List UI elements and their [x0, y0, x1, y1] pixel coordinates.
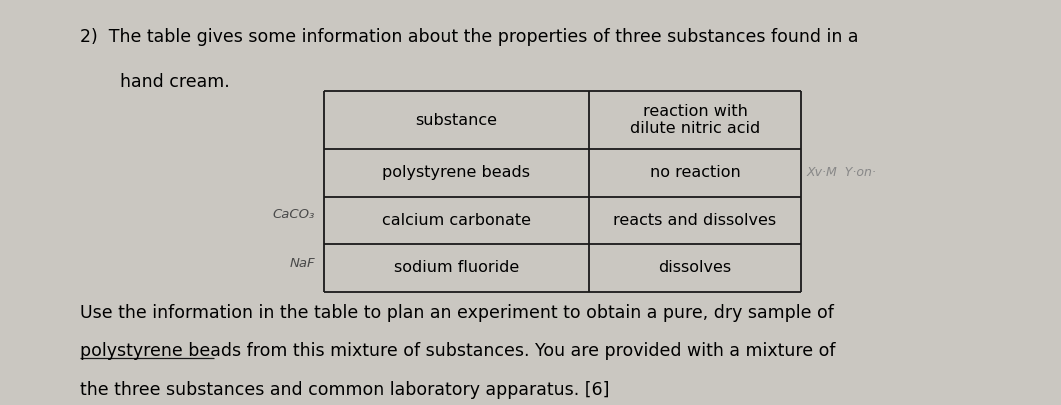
- Text: the three substances and common laboratory apparatus. [6]: the three substances and common laborato…: [80, 381, 609, 399]
- Text: Use the information in the table to plan an experiment to obtain a pure, dry sam: Use the information in the table to plan…: [80, 304, 834, 322]
- Text: calcium carbonate: calcium carbonate: [382, 213, 530, 228]
- Text: CaCO₃: CaCO₃: [273, 208, 315, 221]
- Text: substance: substance: [415, 113, 498, 128]
- Text: Xv·M  Y·on·: Xv·M Y·on·: [806, 166, 876, 179]
- Text: polystyrene beads from this mixture of substances. You are provided with a mixtu: polystyrene beads from this mixture of s…: [80, 342, 835, 360]
- Text: reaction with
dilute nitric acid: reaction with dilute nitric acid: [630, 104, 760, 136]
- Text: sodium fluoride: sodium fluoride: [394, 260, 519, 275]
- Text: 2)  The table gives some information about the properties of three substances fo: 2) The table gives some information abou…: [80, 28, 858, 46]
- Text: dissolves: dissolves: [659, 260, 731, 275]
- Text: no reaction: no reaction: [649, 166, 741, 181]
- Text: polystyrene beads: polystyrene beads: [382, 166, 530, 181]
- Text: hand cream.: hand cream.: [120, 73, 229, 91]
- Text: NaF: NaF: [290, 257, 315, 270]
- Text: reacts and dissolves: reacts and dissolves: [613, 213, 777, 228]
